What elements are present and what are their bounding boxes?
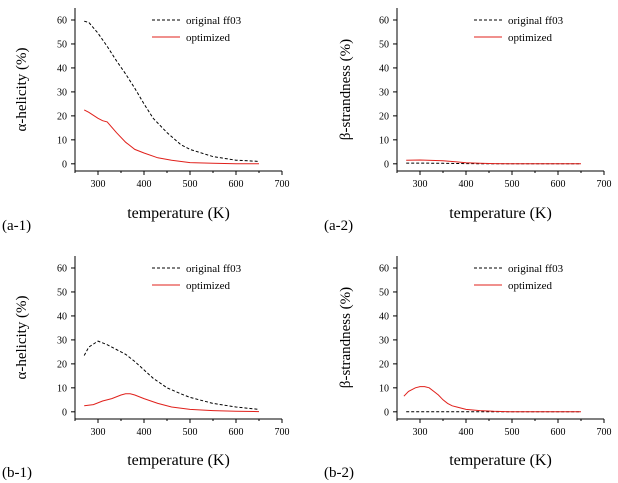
series-line-optimized [403,386,581,413]
x-axis-label: temperature (K) [127,205,230,222]
y-axis-label: α-helicity (%) [14,295,30,379]
legend-label: original ff03 [508,263,564,275]
x-tick-label: 300 [91,427,106,438]
chart-panel-4: 300 400 500 600 700 0 10 20 30 40 50 60 temperature … [324,256,612,481]
y-tick-label: 20 [379,111,389,122]
legend-label: optimized [508,32,552,44]
y-tick-label: 60 [57,15,67,26]
panel-label: (a-2) [324,218,353,234]
x-tick-label: 700 [275,427,290,438]
legend-label: optimized [186,280,230,292]
series-line-original-ff03 [84,20,260,162]
y-tick-label: 20 [57,359,67,370]
x-tick-label: 500 [505,179,520,190]
x-tick-label: 600 [551,427,566,438]
y-tick-label: 20 [57,111,67,122]
y-axis-label: α-helicity (%) [14,47,30,131]
x-tick-label: 400 [459,179,474,190]
x-tick-label: 300 [413,179,428,190]
x-tick-label: 700 [597,427,612,438]
y-tick-label: 60 [57,263,67,274]
series-line-original-ff03 [83,340,260,410]
x-tick-label: 500 [505,427,520,438]
x-axis-label: temperature (K) [449,452,552,469]
x-tick-label: 600 [229,179,244,190]
panel-label: (a-1) [2,218,31,234]
y-tick-label: 40 [379,311,389,322]
series-line-optimized [84,393,260,413]
x-axis-label: temperature (K) [449,205,552,222]
y-tick-label: 20 [379,359,389,370]
x-tick-label: 700 [597,179,612,190]
y-tick-label: 10 [379,383,389,394]
y-tick-label: 50 [57,39,67,50]
legend-label: original ff03 [186,263,242,275]
y-tick-label: 0 [384,159,389,170]
x-tick-label: 600 [229,427,244,438]
x-tick-label: 300 [91,179,106,190]
x-tick-label: 500 [183,179,198,190]
x-axis-label: temperature (K) [127,452,230,469]
y-axis-label: β-strandness (%) [338,39,354,140]
x-tick-label: 400 [137,179,152,190]
y-tick-label: 60 [379,263,389,274]
y-tick-label: 10 [57,383,67,394]
y-tick-label: 0 [384,407,389,418]
y-tick-label: 50 [379,39,389,50]
y-tick-label: 60 [379,15,389,26]
chart-panel-1: 300 400 500 600 700 0 10 20 30 40 50 60 temperature … [2,8,290,234]
chart-panel-3: 300 400 500 600 700 0 10 20 30 40 50 60 temperature … [2,256,290,481]
series-line-optimized [406,159,581,165]
y-tick-label: 30 [57,87,67,98]
y-tick-label: 10 [57,135,67,146]
legend: original ff03 optimized [474,15,564,44]
legend: original ff03 optimized [152,263,242,292]
x-tick-label: 400 [137,427,152,438]
y-tick-label: 40 [379,63,389,74]
y-tick-label: 50 [57,287,67,298]
legend-label: original ff03 [186,15,242,27]
series-line-optimized [83,109,259,165]
legend-label: optimized [508,280,552,292]
y-tick-label: 10 [379,135,389,146]
x-tick-label: 600 [551,179,566,190]
x-tick-label: 300 [413,427,428,438]
y-tick-label: 30 [379,87,389,98]
y-tick-label: 0 [62,407,67,418]
legend: original ff03 optimized [152,15,242,44]
y-tick-label: 40 [57,63,67,74]
y-tick-label: 40 [57,311,67,322]
y-tick-label: 30 [379,335,389,346]
y-axis-label: β-strandness (%) [338,287,354,388]
panel-label: (b-1) [2,465,32,481]
legend-label: optimized [186,32,230,44]
x-tick-label: 400 [459,427,474,438]
legend-label: original ff03 [508,15,564,27]
y-tick-label: 0 [62,159,67,170]
y-tick-label: 30 [57,335,67,346]
x-tick-label: 700 [275,179,290,190]
legend: original ff03 optimized [474,263,564,292]
panel-label: (b-2) [324,465,354,481]
y-tick-label: 50 [379,287,389,298]
x-tick-label: 500 [183,427,198,438]
chart-panel-2: 300 400 500 600 700 0 10 20 30 40 50 60 temperature … [324,8,612,234]
